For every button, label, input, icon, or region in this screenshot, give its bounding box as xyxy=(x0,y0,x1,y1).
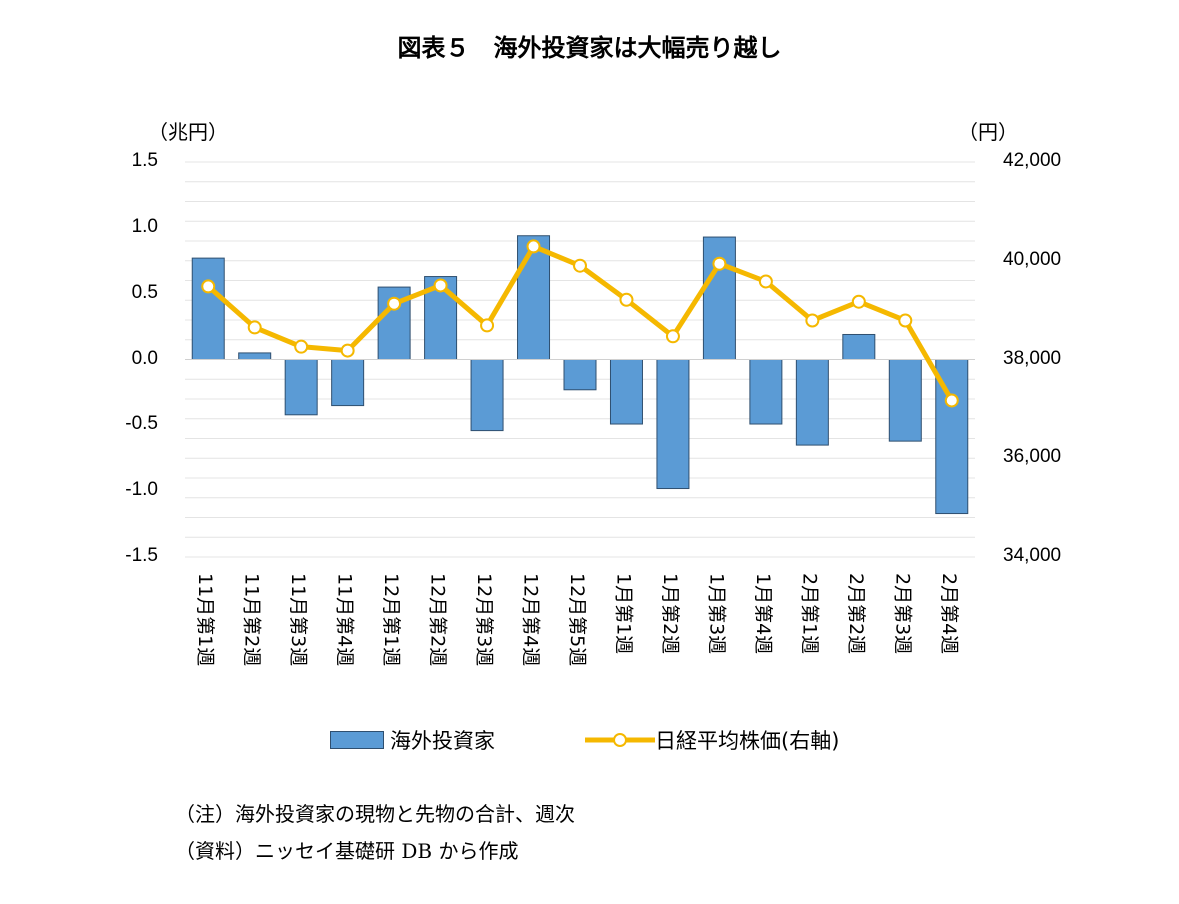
category-label: 1月第3週 xyxy=(705,573,728,655)
category-label: 2月第2週 xyxy=(844,573,867,655)
bar xyxy=(563,359,597,391)
left-tick-label: -0.5 xyxy=(125,413,158,435)
left-tick-label: 0.5 xyxy=(131,281,158,303)
left-tick-label: -1.5 xyxy=(125,545,158,566)
line-point xyxy=(851,294,866,309)
legend-bar-label: 海外投資家 xyxy=(390,729,495,753)
category-label: 12月第2週 xyxy=(426,573,449,667)
legend-line-swatch xyxy=(585,733,655,747)
legend-line-label: 日経平均株価(右軸) xyxy=(655,729,840,753)
bar xyxy=(888,359,922,442)
legend-bar-swatch xyxy=(330,731,384,749)
line-point xyxy=(898,313,913,328)
bar xyxy=(191,257,225,360)
line-point xyxy=(573,258,587,273)
right-tick-label: 34,000 xyxy=(1003,545,1062,566)
category-label: 12月第4週 xyxy=(519,573,542,667)
bar xyxy=(749,359,783,425)
bar xyxy=(795,359,829,446)
left-tick-label: 1.5 xyxy=(131,150,158,171)
category-label: 11月第3週 xyxy=(287,573,310,667)
note-text: （注）海外投資家の現物と先物の合計、週次 xyxy=(175,802,575,826)
bar xyxy=(284,359,318,416)
category-label: 12月第5週 xyxy=(566,573,588,667)
bar xyxy=(517,235,551,361)
line-point xyxy=(433,278,448,293)
category-label: 1月第2週 xyxy=(658,573,681,655)
line-point xyxy=(340,343,355,358)
line-point xyxy=(619,292,634,307)
line-point xyxy=(712,256,727,271)
bar xyxy=(470,359,504,432)
line-point xyxy=(805,313,820,328)
line-point xyxy=(526,239,541,254)
line-point xyxy=(480,318,495,333)
line-point xyxy=(201,279,216,294)
line-point xyxy=(387,296,402,311)
category-label: 11月第2週 xyxy=(240,573,263,667)
category-label: 12月第1週 xyxy=(380,573,403,667)
bar xyxy=(702,236,736,360)
right-tick-label: 40,000 xyxy=(1003,248,1062,270)
left-tick-label: 1.0 xyxy=(131,215,158,237)
line-point xyxy=(247,320,262,335)
bar xyxy=(842,333,876,361)
left-axis-unit: （兆円） xyxy=(148,120,228,144)
right-tick-label: 38,000 xyxy=(1003,347,1062,369)
category-label: 2月第4週 xyxy=(937,573,960,655)
bar xyxy=(238,352,272,360)
category-label: 1月第1週 xyxy=(612,573,635,655)
chart-title: 図表５ 海外投資家は大幅売り越し xyxy=(397,34,782,62)
left-tick-label: 0.0 xyxy=(131,347,158,369)
line-point xyxy=(944,393,959,408)
line-point xyxy=(665,329,680,344)
right-tick-label: 42,000 xyxy=(1003,150,1062,171)
category-label: 2月第3週 xyxy=(891,573,914,655)
line-point xyxy=(758,274,773,289)
left-tick-label: -1.0 xyxy=(125,479,158,501)
category-label: 2月第1週 xyxy=(798,573,821,655)
right-axis-unit: （円） xyxy=(958,120,1018,144)
right-tick-label: 36,000 xyxy=(1003,446,1062,468)
category-label: 11月第4週 xyxy=(333,573,356,667)
bar xyxy=(609,359,643,425)
source-text: （資料）ニッセイ基礎研 DB から作成 xyxy=(175,839,519,863)
category-label: 11月第1週 xyxy=(194,573,217,667)
category-label: 12月第3週 xyxy=(473,573,496,667)
category-label: 1月第4週 xyxy=(751,573,774,655)
legend-item-line: 日経平均株価(右軸) xyxy=(585,725,839,755)
line-point xyxy=(294,339,309,354)
legend-item-bar: 海外投資家 xyxy=(330,725,495,755)
bar xyxy=(331,359,365,407)
bar xyxy=(656,359,690,490)
